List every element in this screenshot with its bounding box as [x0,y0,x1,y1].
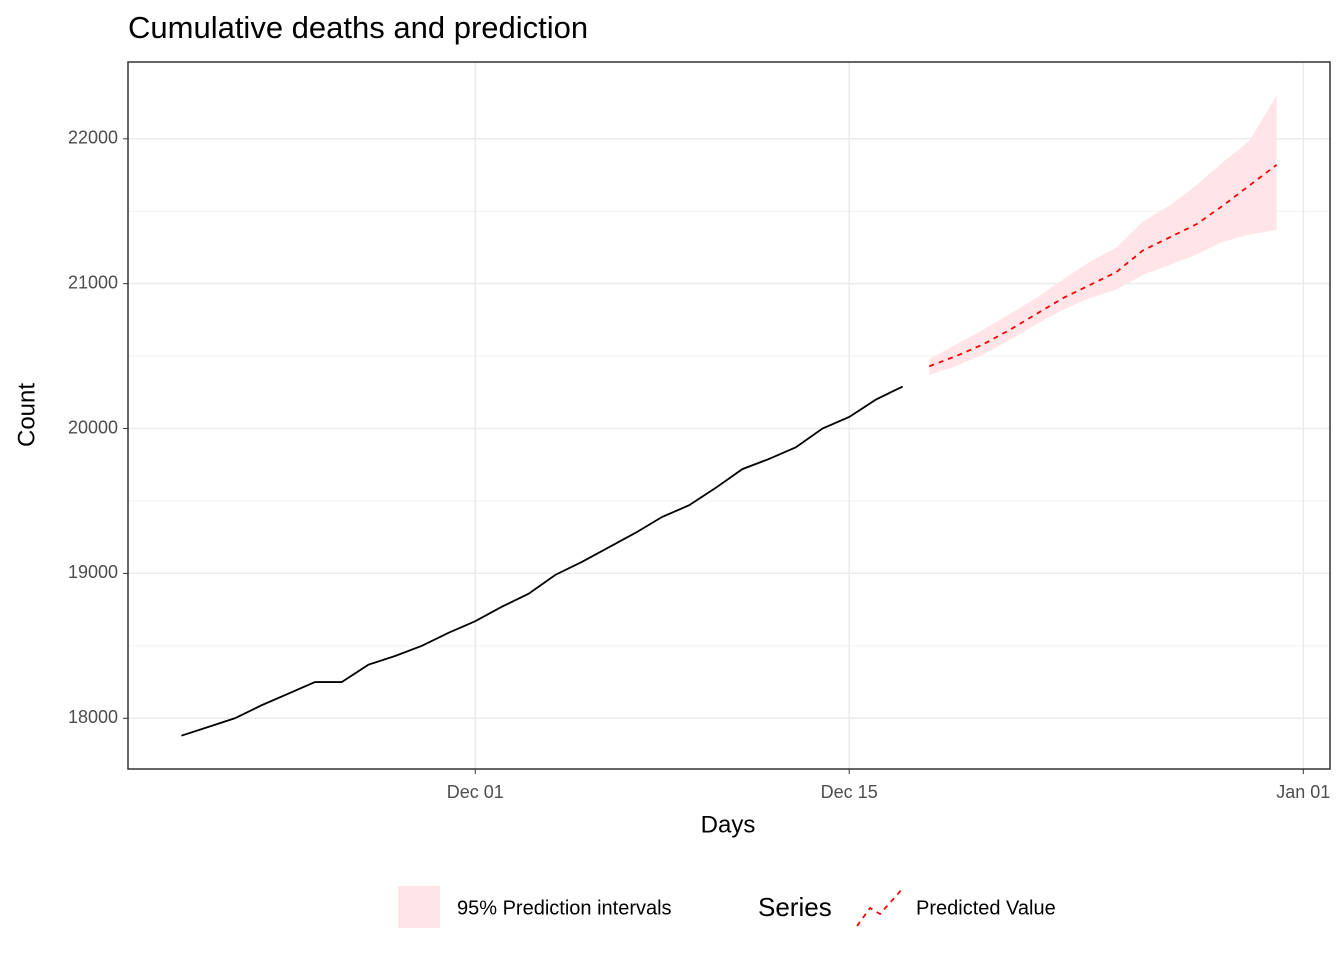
legend-key-band [398,886,440,928]
y-axis-title: Count [13,383,40,447]
legend-key-line [856,887,904,927]
plot-border [127,61,1331,770]
y-tick-label: 22000 [68,128,118,148]
prediction-band [929,95,1277,375]
chart-title: Cumulative deaths and prediction [128,10,588,45]
y-tick-label: 19000 [68,562,118,582]
y-tick-label: 21000 [68,272,118,292]
legend-label: 95% Prediction intervals [457,897,672,919]
x-tick-label: Dec 15 [821,782,878,802]
legend-label: Predicted Value [916,897,1056,919]
y-tick-label: 18000 [68,707,118,727]
x-axis-title: Days [701,811,756,838]
x-tick-label: Jan 01 [1276,782,1330,802]
legend-title: Series [758,892,832,922]
data-line [181,385,904,737]
x-tick-label: Dec 01 [447,782,504,802]
y-tick-label: 20000 [68,417,118,437]
data-line [929,164,1278,368]
